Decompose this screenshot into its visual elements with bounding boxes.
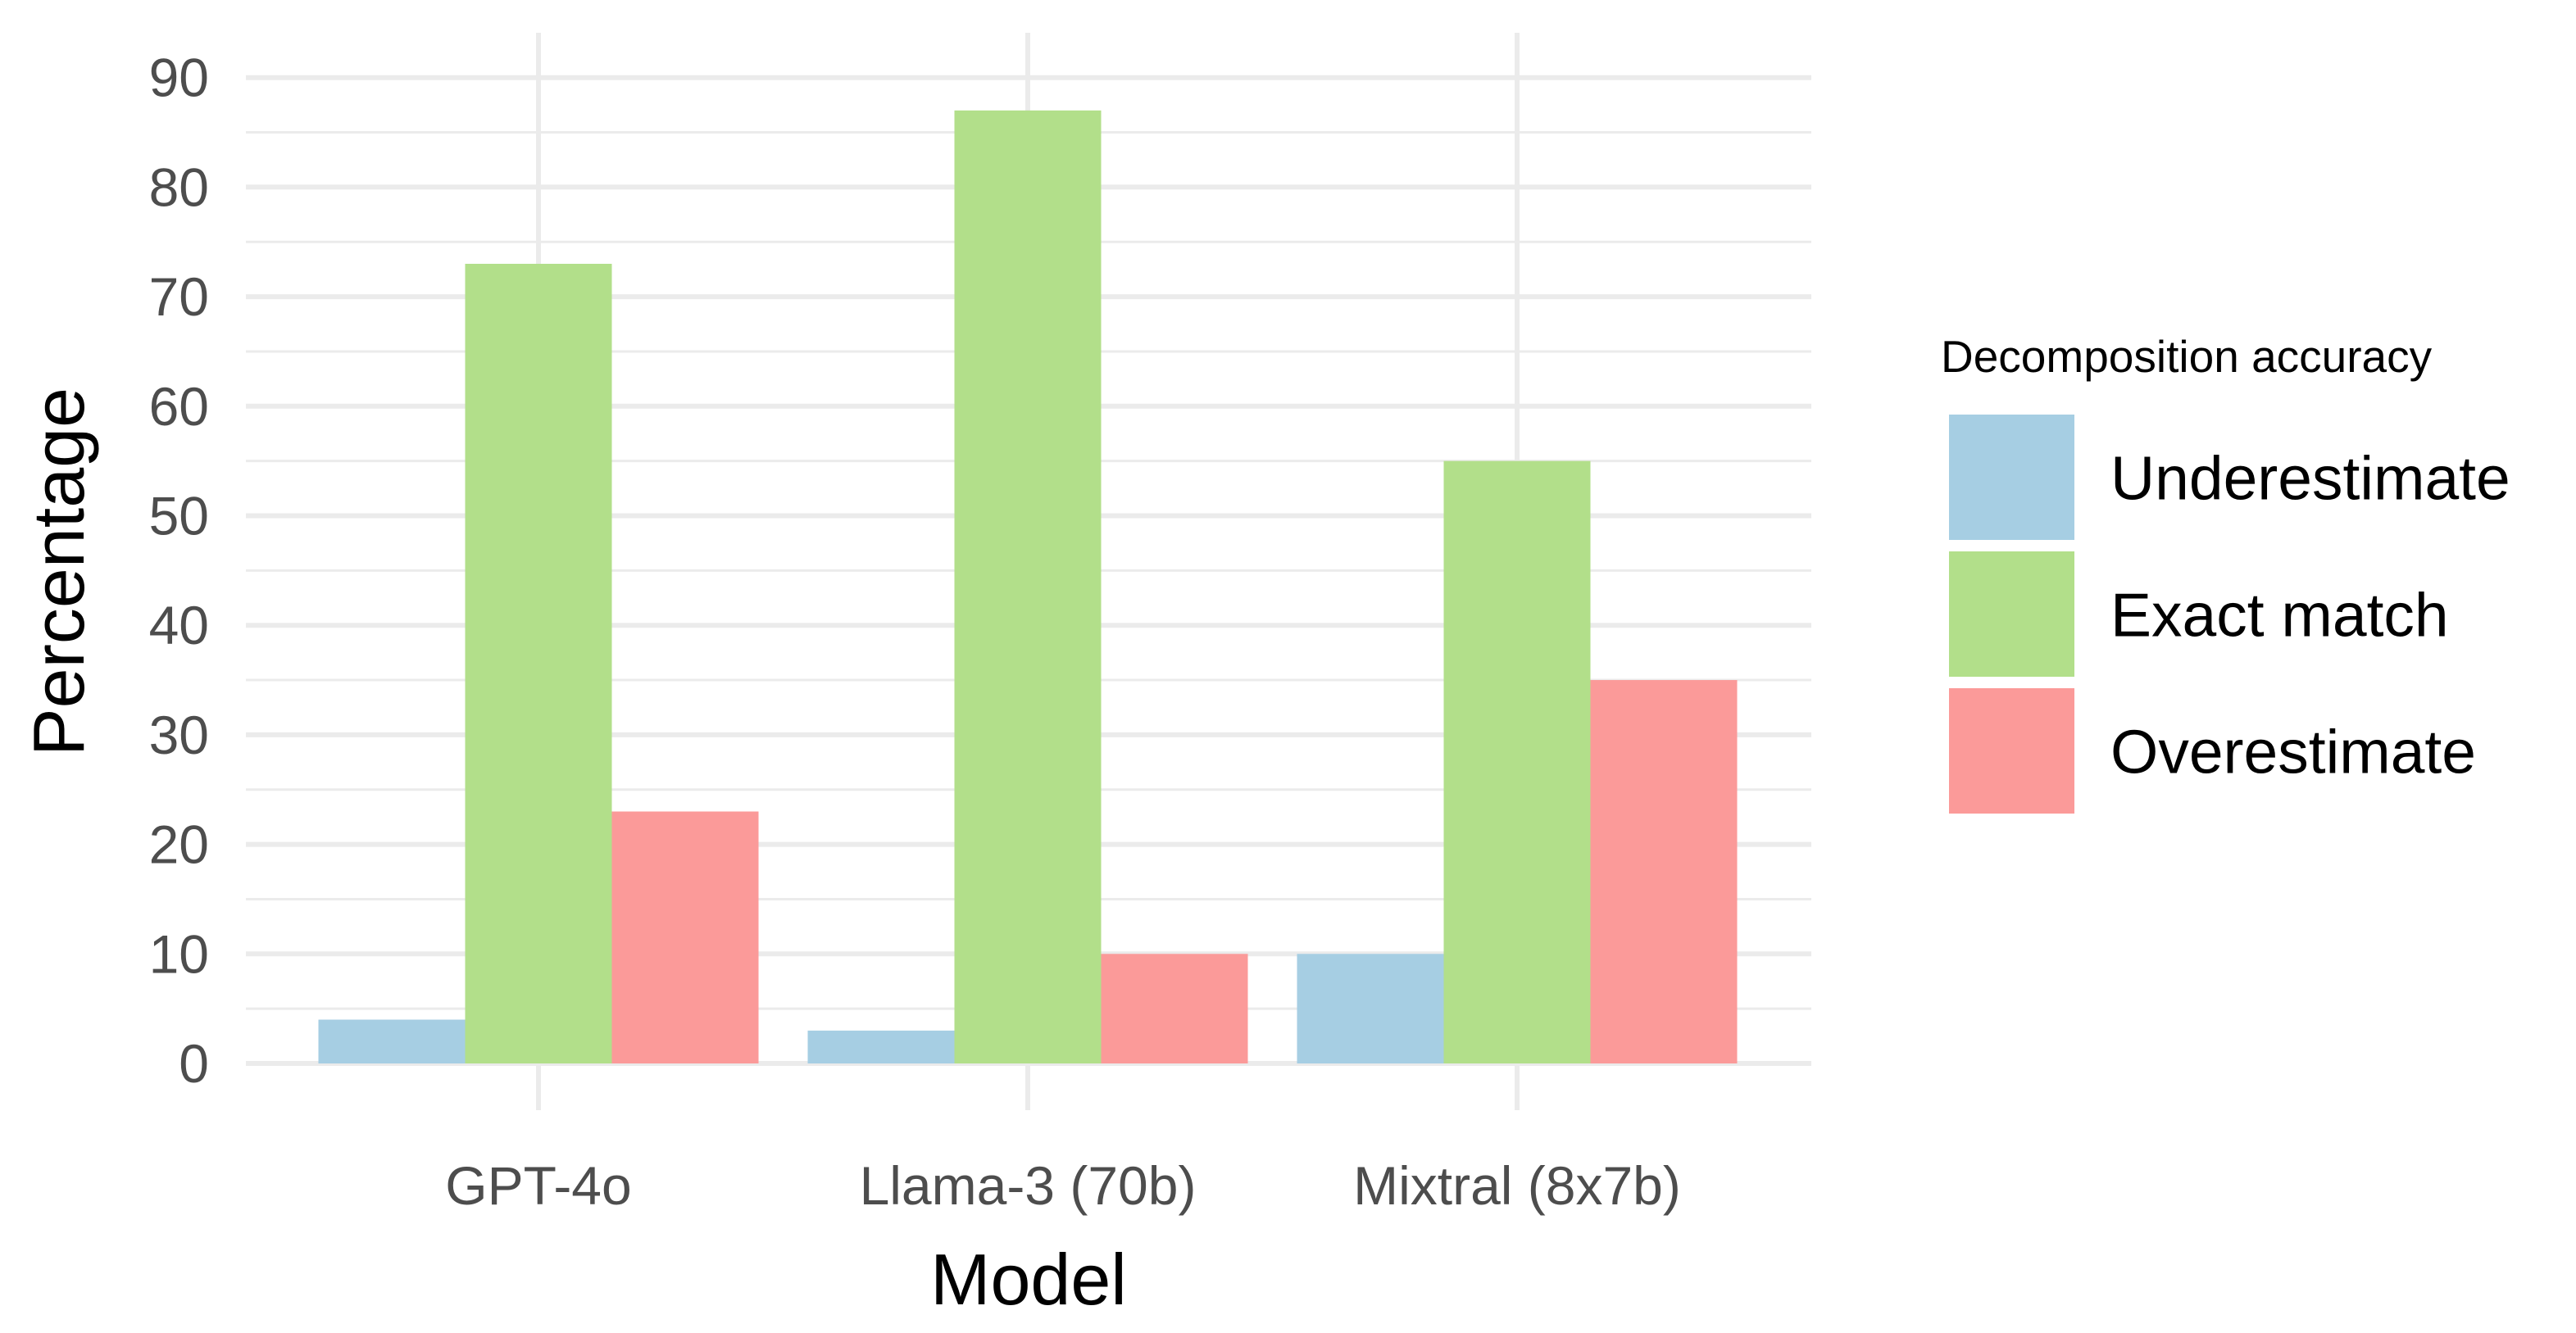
x-tick-label: Mixtral (8x7b) <box>1353 1155 1681 1216</box>
legend-swatch <box>1949 551 2074 677</box>
x-tick-label: GPT-4o <box>445 1155 631 1216</box>
y-tick-label: 0 <box>179 1033 209 1094</box>
bar <box>1101 954 1248 1063</box>
x-axis-title: Model <box>930 1239 1127 1320</box>
y-tick-label: 90 <box>149 48 209 108</box>
y-tick-label: 10 <box>149 923 209 984</box>
legend-title: Decomposition accuracy <box>1941 331 2433 382</box>
bar <box>954 110 1102 1063</box>
y-tick-label: 70 <box>149 266 209 327</box>
bar <box>611 811 759 1063</box>
bar <box>1297 954 1444 1063</box>
bar <box>1590 680 1738 1063</box>
y-axis-ticks: 0 10 20 30 40 50 60 70 80 90 <box>149 48 209 1094</box>
legend-label: Underestimate <box>2110 444 2510 513</box>
legend: Decomposition accuracy Underestimate Exac… <box>1941 331 2510 814</box>
x-tick-label: Llama-3 (70b) <box>860 1155 1197 1216</box>
x-axis-ticks: GPT-4o Llama-3 (70b) Mixtral (8x7b) <box>445 1155 1681 1216</box>
y-tick-label: 80 <box>149 156 209 217</box>
legend-label: Overestimate <box>2110 718 2476 787</box>
y-tick-label: 40 <box>149 595 209 655</box>
y-tick-label: 20 <box>149 814 209 875</box>
legend-swatch <box>1949 688 2074 814</box>
bars <box>318 110 1738 1063</box>
bar <box>807 1030 955 1063</box>
bar <box>1443 460 1591 1063</box>
legend-label: Exact match <box>2110 581 2449 650</box>
y-tick-label: 50 <box>149 486 209 546</box>
bar <box>465 263 612 1063</box>
y-tick-label: 60 <box>149 376 209 437</box>
y-axis-title: Percentage <box>18 388 99 756</box>
legend-swatch <box>1949 415 2074 540</box>
bar <box>318 1019 466 1063</box>
y-tick-label: 30 <box>149 705 209 765</box>
